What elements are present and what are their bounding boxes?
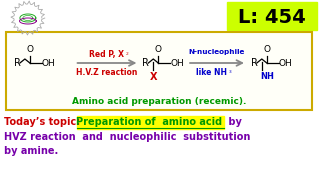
Text: X: X bbox=[149, 72, 157, 82]
Text: Red P, X: Red P, X bbox=[89, 50, 124, 59]
Text: HVZ reaction  and  nucleophilic  substitution: HVZ reaction and nucleophilic substituti… bbox=[4, 132, 250, 142]
Text: by amine.: by amine. bbox=[4, 146, 58, 156]
Text: R: R bbox=[251, 58, 258, 68]
Text: H.V.Z reaction: H.V.Z reaction bbox=[76, 68, 137, 76]
Text: R: R bbox=[14, 58, 21, 68]
Text: $_2$: $_2$ bbox=[269, 72, 273, 79]
Text: OH: OH bbox=[279, 58, 292, 68]
Text: O: O bbox=[26, 45, 33, 54]
Text: Preparation of  amino acid: Preparation of amino acid bbox=[76, 117, 225, 127]
Text: L: 454: L: 454 bbox=[238, 8, 306, 26]
Text: Today’s topic:: Today’s topic: bbox=[4, 117, 84, 127]
Text: O: O bbox=[155, 45, 162, 54]
Bar bbox=[77, 116, 224, 129]
Text: Amino acid preparation (recemic).: Amino acid preparation (recemic). bbox=[72, 96, 246, 105]
Text: $_2$: $_2$ bbox=[125, 50, 130, 58]
Text: by: by bbox=[225, 117, 242, 127]
Text: OH: OH bbox=[42, 58, 56, 68]
Text: N-nucleophile: N-nucleophile bbox=[189, 49, 245, 55]
Text: $_3$: $_3$ bbox=[228, 68, 232, 76]
FancyBboxPatch shape bbox=[6, 32, 312, 110]
Text: R: R bbox=[142, 58, 149, 68]
Text: OH: OH bbox=[170, 58, 184, 68]
Bar bbox=[227, 2, 316, 30]
Text: O: O bbox=[263, 45, 270, 54]
Text: NH: NH bbox=[260, 72, 274, 81]
Text: like NH: like NH bbox=[196, 68, 227, 76]
